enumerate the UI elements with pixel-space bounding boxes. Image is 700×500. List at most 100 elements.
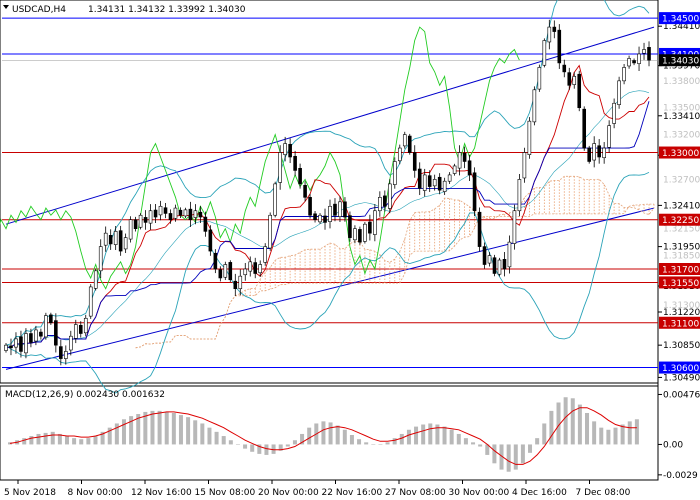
candle xyxy=(328,199,332,229)
candle-body xyxy=(417,168,422,189)
collapse-arrow-icon[interactable] xyxy=(3,5,9,9)
candle-body xyxy=(9,345,13,349)
indicator-lines xyxy=(0,26,650,349)
candle xyxy=(88,284,93,319)
candle xyxy=(318,213,322,225)
candle xyxy=(108,229,113,250)
macd-label: MACD(12,26,9) 0.002430 0.001632 xyxy=(5,390,165,400)
macd-histogram-bar xyxy=(143,411,148,445)
candle-body xyxy=(388,183,392,209)
candle xyxy=(343,197,347,222)
candle-body xyxy=(163,207,168,214)
candle xyxy=(373,204,377,242)
candle-body xyxy=(243,268,248,276)
macd-histogram-bar xyxy=(364,442,369,445)
macd-histogram-bar xyxy=(435,424,440,445)
candle-body xyxy=(193,210,198,218)
candle xyxy=(452,163,457,176)
candle-body xyxy=(223,264,228,278)
candle xyxy=(198,206,203,224)
candle-body xyxy=(627,58,631,67)
candle xyxy=(148,204,153,230)
candle xyxy=(288,138,292,164)
candle-body xyxy=(328,205,332,222)
candle xyxy=(482,242,487,269)
candle xyxy=(173,204,178,222)
candle xyxy=(24,328,28,359)
candle-body xyxy=(293,155,297,171)
level-tag-box xyxy=(659,276,700,289)
horizontal-levels xyxy=(2,17,658,369)
macd-histogram-bar xyxy=(292,440,297,445)
candle xyxy=(462,146,467,169)
x-tick-label: 27 Nov 08:00 xyxy=(385,488,446,498)
candle-body xyxy=(472,172,477,212)
macd-histogram-bar xyxy=(221,436,226,445)
candle-body xyxy=(103,232,108,246)
macd-histogram-bar xyxy=(50,431,55,445)
y-tick-faded-label: 1.33800 xyxy=(663,77,700,87)
candle-body xyxy=(218,269,223,279)
x-tick-label: 12 Nov 16:00 xyxy=(131,488,192,498)
candle xyxy=(642,42,646,60)
candle-body xyxy=(422,174,427,191)
x-tick-label: 5 Nov 2018 xyxy=(4,488,56,498)
candle xyxy=(228,260,233,282)
x-tick-label: 4 Dec 16:00 xyxy=(512,488,567,498)
candle-body xyxy=(397,147,402,162)
candle xyxy=(78,321,83,338)
candle-body xyxy=(93,270,98,289)
candle xyxy=(477,207,482,252)
macd-histogram-bar xyxy=(171,412,176,445)
level-tag-label: 1.30600 xyxy=(662,364,699,374)
macd-histogram-bar xyxy=(456,433,461,445)
candle-body xyxy=(577,73,582,109)
candle xyxy=(647,41,651,67)
level-tag-label: 1.31550 xyxy=(662,279,699,289)
bollinger-upper-line xyxy=(5,0,650,346)
candle xyxy=(632,58,636,66)
candle-body xyxy=(363,223,367,242)
macd-histogram-bar xyxy=(520,444,525,464)
candle-body xyxy=(358,229,362,243)
candle xyxy=(348,211,352,242)
candle-body xyxy=(83,317,88,334)
macd-histogram-bar xyxy=(563,397,568,445)
candle xyxy=(143,210,148,230)
macd-histogram-bar xyxy=(79,439,84,445)
candle xyxy=(487,252,492,267)
candle-body xyxy=(168,213,173,221)
candle-body xyxy=(19,336,23,352)
candle xyxy=(368,214,372,241)
main-plot-frame xyxy=(0,0,659,384)
kijun-sen-line xyxy=(5,101,650,349)
candle-body xyxy=(482,246,487,265)
time-axis-ticks: 5 Nov 2018 8 Nov 00:00 12 Nov 16:00 15 Nov … xyxy=(4,480,631,498)
macd-histogram-bar xyxy=(577,404,582,445)
candle-body xyxy=(602,147,606,159)
y-tick-label: 1.33410 xyxy=(663,112,700,122)
candle-body xyxy=(487,255,492,264)
candle xyxy=(233,273,238,297)
candle-body xyxy=(368,221,372,234)
y-tick-faded-label: 1.31850 xyxy=(663,252,700,262)
candle-body xyxy=(338,201,342,217)
candle-body xyxy=(258,264,263,274)
macd-histogram-bar xyxy=(271,444,276,454)
candle xyxy=(363,222,367,244)
macd-histogram-bar xyxy=(300,433,305,445)
candle-body xyxy=(24,333,28,354)
macd-histogram-bar xyxy=(335,425,340,445)
macd-histogram-bar xyxy=(378,444,383,445)
senkou-span-a-line xyxy=(135,175,655,349)
ichimoku-cloud xyxy=(135,175,655,349)
candle-body xyxy=(597,145,601,158)
macd-histogram-bar xyxy=(406,429,411,445)
candle-body xyxy=(248,261,253,272)
candle-body xyxy=(54,320,58,346)
candle-body xyxy=(313,213,317,221)
candle xyxy=(123,233,128,254)
macd-histogram-bar xyxy=(186,417,191,445)
candle-body xyxy=(412,152,417,171)
y-tick-faded-label: 1.33500 xyxy=(663,104,700,114)
